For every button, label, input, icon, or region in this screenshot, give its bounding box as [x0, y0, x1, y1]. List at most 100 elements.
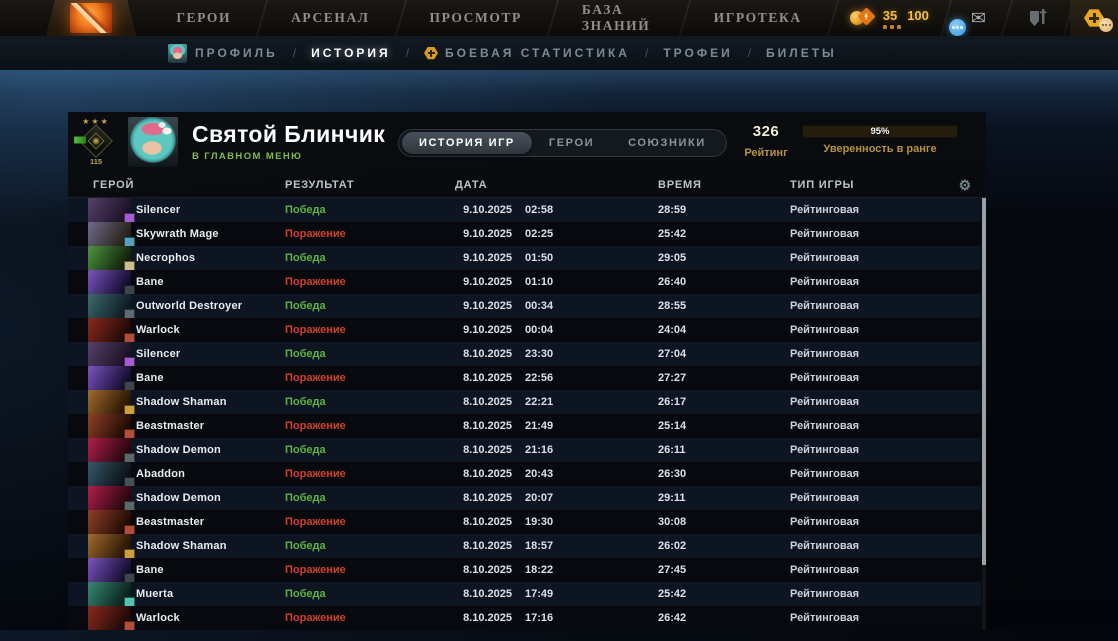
- column-header-result[interactable]: РЕЗУЛЬТАТ: [285, 179, 355, 191]
- match-date: 9.10.2025: [463, 228, 512, 240]
- rating-label: Рейтинг: [744, 147, 788, 159]
- match-start-time: 23:30: [525, 348, 554, 360]
- breadcrumb-icon: [424, 46, 439, 60]
- inbox-button[interactable]: ✉: [947, 9, 1006, 36]
- top-nav-item[interactable]: АРСЕНАЛ: [255, 0, 399, 36]
- match-duration: 26:11: [658, 444, 686, 456]
- column-header-hero[interactable]: ГЕРОЙ: [93, 179, 135, 191]
- match-row[interactable]: Shadow Shaman Победа 8.10.2025 22:21 26:…: [68, 390, 981, 416]
- match-duration: 24:04: [658, 324, 687, 336]
- match-row[interactable]: Silencer Победа 9.10.2025 02:58 28:59 Ре…: [68, 198, 981, 224]
- armory-button[interactable]: [1008, 8, 1068, 28]
- column-header-time[interactable]: ВРЕМЯ: [658, 179, 702, 191]
- hero-name: Shadow Shaman: [136, 396, 227, 408]
- hero-name: Silencer: [136, 204, 181, 216]
- match-date: 9.10.2025: [463, 276, 512, 288]
- match-date: 9.10.2025: [463, 252, 512, 264]
- match-result: Поражение: [285, 564, 346, 576]
- rank-stars-icon: ★★★: [82, 117, 110, 126]
- match-duration: 30:08: [658, 516, 687, 528]
- breadcrumb-item[interactable]: / ИСТОРИЯ: [278, 46, 391, 60]
- hero-portrait: [88, 486, 135, 512]
- match-duration: 28:55: [658, 300, 687, 312]
- rating-value: 326: [752, 123, 780, 140]
- column-header-type[interactable]: ТИП ИГРЫ: [790, 179, 855, 191]
- top-nav-item[interactable]: ИГРОТЕКА: [678, 0, 832, 36]
- match-result: Поражение: [285, 324, 346, 336]
- dota-logo[interactable]: [46, 0, 136, 36]
- table-scrollbar[interactable]: [982, 198, 986, 630]
- top-nav-label: БАЗА ЗНАНИЙ: [581, 2, 651, 33]
- match-date: 8.10.2025: [463, 372, 512, 384]
- hero-name: Bane: [136, 372, 164, 384]
- match-row[interactable]: Outworld Destroyer Победа 9.10.2025 00:3…: [68, 294, 981, 320]
- match-row[interactable]: Silencer Победа 8.10.2025 23:30 27:04 Ре…: [68, 342, 981, 368]
- hero-portrait: [88, 510, 135, 536]
- match-row[interactable]: Muerta Победа 8.10.2025 17:49 25:42 Рейт…: [68, 582, 981, 608]
- breadcrumb-item[interactable]: / БОЕВАЯ СТАТИСТИКА: [391, 46, 630, 60]
- breadcrumb-item[interactable]: / ТРОФЕИ: [630, 46, 733, 60]
- breadcrumb-item[interactable]: ПРОФИЛЬ: [168, 43, 278, 63]
- currency-display[interactable]: 35 100: [834, 7, 945, 29]
- match-row[interactable]: Beastmaster Поражение 8.10.2025 21:49 25…: [68, 414, 981, 440]
- breadcrumb-label: ТРОФЕИ: [663, 46, 733, 60]
- match-type: Рейтинговая: [790, 348, 860, 360]
- breadcrumb-label: БИЛЕТЫ: [766, 46, 837, 60]
- match-duration: 27:27: [658, 372, 687, 384]
- match-start-time: 01:10: [525, 276, 554, 288]
- avatar[interactable]: [128, 117, 178, 167]
- match-start-time: 01:50: [525, 252, 554, 264]
- top-nav-item[interactable]: ПРОСМОТР: [394, 0, 552, 36]
- profile-tab[interactable]: ИСТОРИЯ ИГР: [402, 132, 532, 154]
- match-row[interactable]: Bane Поражение 8.10.2025 22:56 27:27 Рей…: [68, 366, 981, 392]
- match-row[interactable]: Shadow Demon Победа 8.10.2025 21:16 26:1…: [68, 438, 981, 464]
- dota-plus-button[interactable]: [1070, 0, 1118, 36]
- hero-name: Outworld Destroyer: [136, 300, 243, 312]
- match-row[interactable]: Shadow Shaman Победа 8.10.2025 18:57 26:…: [68, 534, 981, 560]
- top-nav-item[interactable]: БАЗА ЗНАНИЙ: [546, 0, 684, 36]
- match-result: Победа: [285, 588, 326, 600]
- breadcrumb-icon: [168, 43, 187, 63]
- match-type: Рейтинговая: [790, 396, 860, 408]
- match-row[interactable]: Bane Поражение 8.10.2025 18:22 27:45 Рей…: [68, 558, 981, 584]
- scrollbar-thumb[interactable]: [982, 198, 986, 565]
- match-row[interactable]: Shadow Demon Победа 8.10.2025 20:07 29:1…: [68, 486, 981, 512]
- match-duration: 26:42: [658, 612, 687, 624]
- match-row[interactable]: Beastmaster Поражение 8.10.2025 19:30 30…: [68, 510, 981, 536]
- match-start-time: 02:25: [525, 228, 554, 240]
- match-duration: 26:30: [658, 468, 687, 480]
- breadcrumb-item[interactable]: / БИЛЕТЫ: [733, 46, 837, 60]
- match-row[interactable]: Bane Поражение 9.10.2025 01:10 26:40 Рей…: [68, 270, 981, 296]
- match-type: Рейтинговая: [790, 372, 860, 384]
- match-result: Победа: [285, 252, 326, 264]
- hero-portrait: [88, 390, 135, 416]
- column-header-date[interactable]: ДАТА: [455, 179, 488, 191]
- match-row[interactable]: Warlock Поражение 8.10.2025 17:16 26:42 …: [68, 606, 981, 632]
- match-date: 8.10.2025: [463, 468, 512, 480]
- match-duration: 25:42: [658, 588, 687, 600]
- match-row[interactable]: Necrophos Победа 9.10.2025 01:50 29:05 Р…: [68, 246, 981, 272]
- match-row[interactable]: Abaddon Поражение 8.10.2025 20:43 26:30 …: [68, 462, 981, 488]
- player-name: Святой Блинчик: [192, 121, 386, 148]
- rank-confidence-bar: 95%: [802, 125, 958, 138]
- profile-tab[interactable]: СОЮЗНИКИ: [611, 132, 723, 154]
- match-duration: 26:17: [658, 396, 687, 408]
- match-date: 8.10.2025: [463, 444, 512, 456]
- hero-portrait: [88, 438, 135, 464]
- match-duration: 29:05: [658, 252, 687, 264]
- match-row[interactable]: Skywrath Mage Поражение 9.10.2025 02:25 …: [68, 222, 981, 248]
- hero-name: Warlock: [136, 324, 180, 336]
- hero-name: Abaddon: [136, 468, 186, 480]
- match-duration: 28:59: [658, 204, 687, 216]
- rank-emblem-icon: [79, 124, 113, 158]
- match-row[interactable]: Warlock Поражение 9.10.2025 00:04 24:04 …: [68, 318, 981, 344]
- hero-portrait: [88, 294, 135, 320]
- shards-amount: 35: [882, 7, 898, 23]
- top-nav-item[interactable]: ГЕРОИ: [146, 0, 261, 36]
- profile-tab[interactable]: ГЕРОИ: [532, 132, 611, 154]
- gold-amount: 100: [907, 7, 929, 23]
- dota-plus-notification-icon: [1099, 18, 1113, 32]
- settings-gear-icon[interactable]: ⚙: [958, 177, 972, 193]
- profile-header: ★★★ 115 Святой Блинчик В ГЛАВНОМ МЕНЮ ИС…: [68, 112, 986, 172]
